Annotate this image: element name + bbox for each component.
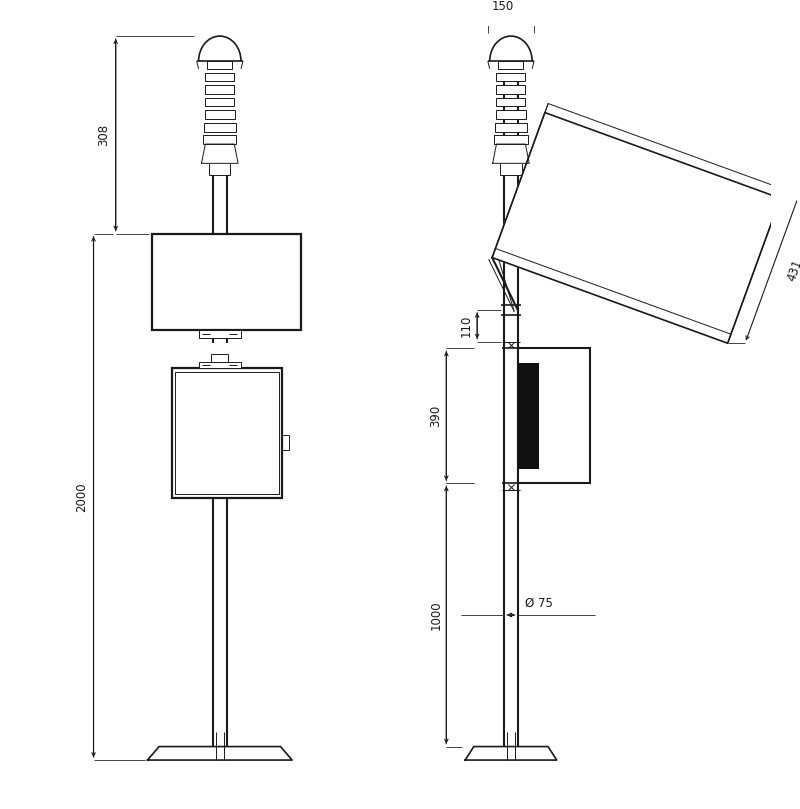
Bar (198, 330, 241, 338)
Bar (497, 85, 526, 94)
Text: 390: 390 (430, 404, 442, 427)
Bar (152, 234, 301, 330)
Bar (205, 110, 235, 119)
Bar (211, 354, 229, 362)
Bar (206, 98, 234, 107)
Bar (496, 110, 526, 119)
Text: 431: 431 (785, 258, 800, 283)
Bar (209, 163, 230, 175)
Polygon shape (202, 144, 238, 163)
Bar (500, 163, 522, 175)
Text: 110: 110 (460, 315, 473, 337)
Polygon shape (493, 144, 530, 163)
Polygon shape (465, 747, 557, 760)
Text: Ø 75: Ø 75 (526, 597, 554, 610)
Bar (206, 73, 234, 82)
Bar (518, 349, 590, 484)
Bar (518, 363, 539, 469)
Bar (494, 135, 527, 144)
Bar (175, 371, 278, 494)
Text: 2000: 2000 (75, 482, 89, 512)
Bar (207, 61, 232, 69)
Bar (497, 98, 526, 107)
Bar (204, 123, 236, 132)
Bar (495, 123, 527, 132)
Bar (497, 73, 526, 82)
Bar (206, 85, 234, 94)
Text: 150: 150 (492, 0, 514, 13)
Bar (198, 362, 241, 368)
Polygon shape (492, 112, 781, 343)
Text: 1000: 1000 (430, 600, 442, 629)
Bar (203, 135, 237, 144)
Polygon shape (147, 747, 292, 760)
Bar (498, 61, 523, 69)
Bar (171, 368, 282, 498)
Text: 308: 308 (98, 124, 110, 146)
